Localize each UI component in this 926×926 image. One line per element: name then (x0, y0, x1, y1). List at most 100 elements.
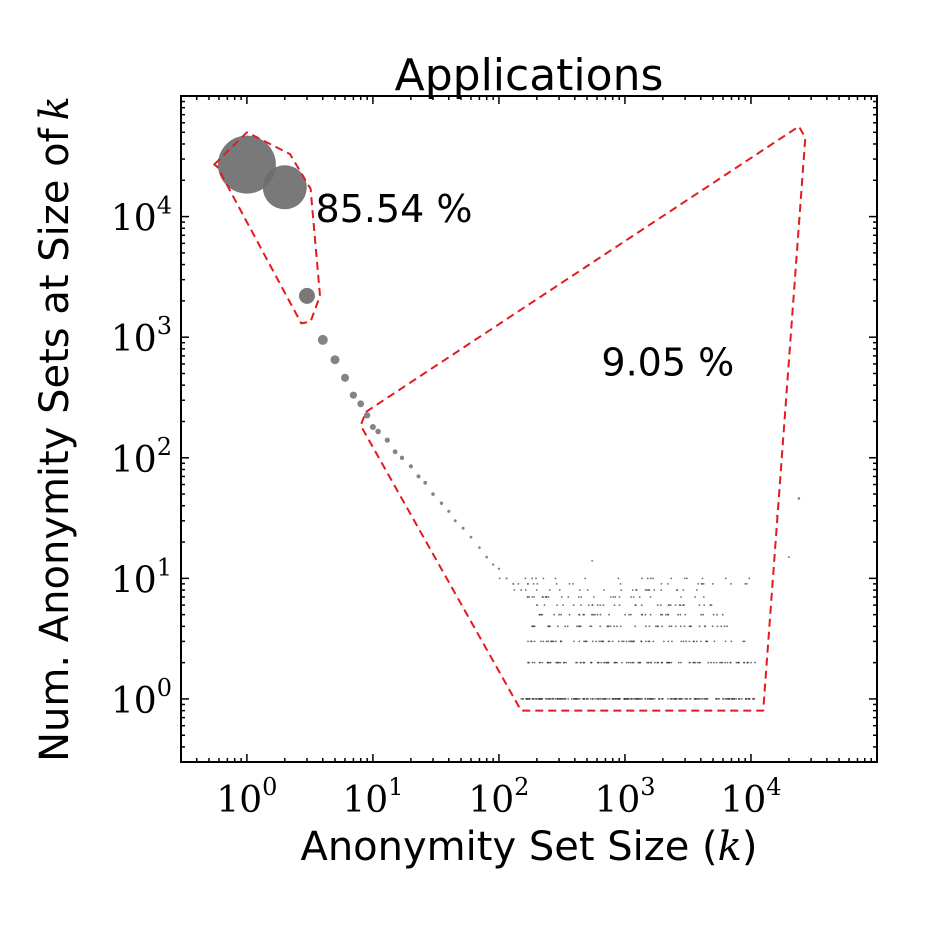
scatter-point (700, 698, 703, 700)
scatter-point (533, 661, 536, 664)
scatter-band-y9 (517, 583, 748, 585)
scatter-point (630, 613, 632, 616)
scatter-point (539, 661, 541, 664)
scatter-point (634, 625, 637, 628)
scatter-point (512, 582, 515, 586)
scatter-point (659, 604, 662, 606)
scatter-point (701, 577, 704, 580)
scatter-point (695, 640, 698, 643)
scatter-point (606, 625, 609, 628)
scatter-point (600, 640, 602, 643)
tail-region (359, 125, 807, 712)
scatter-point (702, 613, 705, 616)
scatter-point (648, 625, 651, 628)
scatter-point (540, 698, 542, 700)
scatter-point (696, 698, 699, 700)
scatter-point (640, 613, 643, 616)
scatter-point (669, 604, 672, 606)
y-axis-label-var: k (32, 96, 78, 120)
scatter-point (609, 625, 612, 628)
scatter-band-y1 (520, 698, 755, 700)
scatter-point (721, 613, 724, 616)
scatter-point (715, 698, 718, 700)
scatter-point (614, 661, 617, 664)
scatter-point (582, 613, 585, 616)
scatter-point (720, 661, 723, 664)
scatter-point (647, 698, 649, 700)
tick-exponent: 2 (157, 433, 172, 461)
scatter-point (743, 661, 745, 664)
scatter-point (369, 424, 376, 430)
scatter-point (431, 492, 435, 496)
scatter-point (735, 661, 738, 664)
scatter-point (627, 698, 630, 700)
scatter-point (632, 596, 635, 598)
scatter-point (735, 698, 738, 700)
scatter-point (583, 698, 585, 700)
scatter-point (578, 589, 581, 591)
scatter-point (629, 640, 632, 643)
scatter-point (680, 596, 682, 598)
scatter-point (603, 661, 606, 664)
scatter-point (679, 613, 682, 616)
scatter-point (560, 640, 563, 643)
scatter-point (741, 698, 743, 700)
scatter-point (558, 589, 561, 591)
scatter-point (568, 583, 571, 585)
scatter-point (648, 698, 651, 700)
scatter-point (408, 464, 413, 469)
scatter-point (579, 661, 582, 664)
scatter-point (563, 698, 566, 700)
scatter-point (630, 596, 632, 598)
scatter-point (597, 661, 600, 664)
scatter-point (685, 698, 688, 700)
scatter-point (679, 698, 682, 700)
scatter-point (660, 661, 663, 664)
scatter-point (565, 661, 567, 664)
scatter-point (628, 640, 630, 643)
scatter-point (531, 661, 534, 664)
scatter-point (746, 661, 749, 664)
scatter-point (685, 640, 687, 643)
scatter-point (646, 577, 649, 580)
scatter-point (547, 640, 550, 643)
x-tick-label: 102 (468, 773, 529, 821)
scatter-point (646, 661, 648, 664)
scatter-point (644, 613, 647, 616)
scatter-point (742, 640, 745, 643)
scatter-point (620, 589, 623, 591)
scatter-point (653, 589, 656, 591)
scatter-point (670, 661, 673, 664)
scatter-point (667, 604, 670, 606)
scatter-point (663, 640, 665, 643)
scatter-point (704, 698, 706, 700)
scatter-point (531, 596, 534, 598)
scatter-point (667, 640, 670, 643)
scatter-point (632, 698, 635, 700)
scatter-band-y8 (513, 589, 698, 591)
scatter-point (615, 698, 618, 700)
scatter-point (682, 589, 685, 591)
scatter-band-y6 (536, 604, 713, 606)
scatter-point (720, 625, 723, 628)
scatter-point (453, 519, 457, 523)
scatter-point (650, 661, 653, 664)
tick-exponent: 4 (766, 773, 781, 801)
scatter-point (679, 625, 682, 628)
scatter-point (677, 661, 680, 664)
scatter-point (681, 698, 684, 700)
scatter-point (591, 559, 594, 562)
scatter-point (614, 596, 617, 598)
scatter-point (703, 604, 706, 606)
scatter-point (704, 625, 707, 628)
scatter-point (657, 661, 659, 664)
scatter-point (517, 583, 520, 585)
scatter-point (672, 698, 675, 700)
scatter-point (694, 698, 697, 700)
scatter-point (625, 640, 628, 643)
scatter-point (375, 428, 381, 435)
scatter-point (478, 546, 481, 549)
scatter-point (598, 640, 601, 643)
scatter-point (573, 640, 575, 643)
scatter-point (578, 613, 581, 616)
